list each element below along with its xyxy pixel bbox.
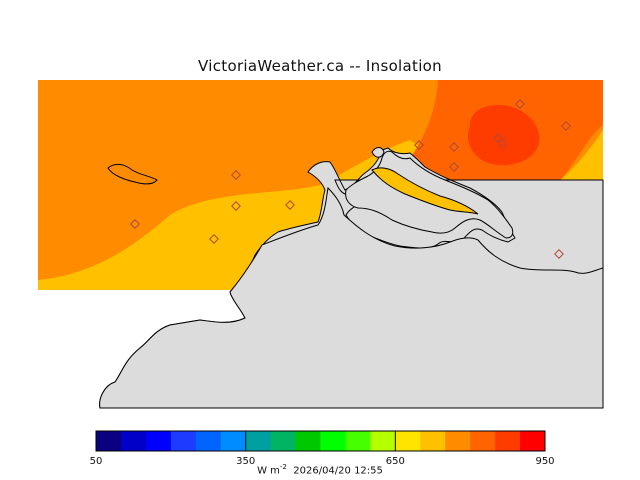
colorbar-swatch xyxy=(420,431,446,451)
colorbar-swatches xyxy=(96,431,546,451)
insolation-zone-800 xyxy=(468,105,540,166)
colorbar-swatch xyxy=(320,431,346,451)
timestamp: 2026/04/20 12:55 xyxy=(293,465,383,477)
colorbar-swatch xyxy=(96,431,122,451)
colorbar-tick-label: 350 xyxy=(236,456,255,467)
station-marker xyxy=(414,140,424,150)
station-markers xyxy=(130,99,571,259)
colorbar-swatch xyxy=(295,431,321,451)
colorbar-swatch xyxy=(345,431,371,451)
colorbar-tick-label: 50 xyxy=(90,456,103,467)
station-marker xyxy=(231,170,241,180)
colorbar-caption: W m-2 2026/04/20 12:55 xyxy=(0,463,640,476)
station-marker xyxy=(130,219,140,229)
station-marker xyxy=(554,249,564,259)
colorbar-swatch xyxy=(495,431,521,451)
islet xyxy=(371,147,385,158)
colorbar-swatch xyxy=(395,431,421,451)
colorbar-swatch xyxy=(195,431,222,451)
station-marker xyxy=(449,162,459,172)
station-marker xyxy=(231,201,241,211)
colorbar-swatch xyxy=(145,431,172,451)
island xyxy=(107,163,158,185)
unit-label: W m xyxy=(257,465,280,477)
colorbar-swatch xyxy=(170,431,197,451)
station-marker xyxy=(515,99,525,109)
colorbar-swatch xyxy=(220,431,247,451)
colorbar-swatch xyxy=(470,431,496,451)
station-marker xyxy=(209,234,219,244)
station-marker xyxy=(285,200,295,210)
colorbar-swatch xyxy=(120,431,147,451)
colorbar-swatch xyxy=(445,431,471,451)
inlet-water xyxy=(371,167,479,215)
station-marker xyxy=(561,121,571,131)
station-marker xyxy=(497,138,507,148)
colorbar-tick-label: 950 xyxy=(535,456,554,467)
colorbar-swatch xyxy=(370,431,396,451)
colorbar-swatch xyxy=(520,431,546,451)
colorbar-swatch xyxy=(270,431,297,451)
colorbar-tick-label: 650 xyxy=(386,456,405,467)
station-marker xyxy=(449,142,459,152)
southern-land xyxy=(99,186,604,409)
unit-exponent: -2 xyxy=(279,463,287,471)
colorbar-swatch xyxy=(245,431,272,451)
colorbar-ticks: 50 350 650 950 xyxy=(90,431,555,467)
map-title: VictoriaWeather.ca -- Insolation xyxy=(198,57,442,75)
